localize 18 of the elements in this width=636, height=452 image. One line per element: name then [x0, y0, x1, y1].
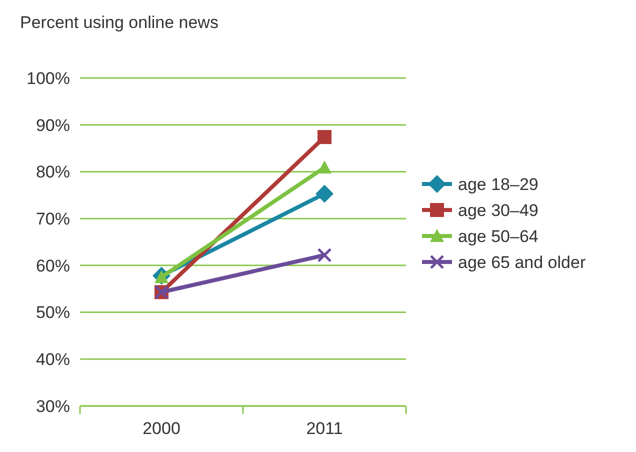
point: [317, 248, 332, 262]
y-tick-label: 100%: [26, 68, 70, 88]
legend-label: age 30–49: [458, 200, 538, 220]
y-tick-label: 90%: [36, 116, 70, 135]
legend-label: age 18–29: [458, 174, 538, 194]
y-tick-label: 80%: [36, 162, 70, 182]
y-tick-label: 30%: [36, 396, 70, 416]
y-tick-label: 50%: [36, 303, 70, 322]
x-tick-label: 2011: [306, 419, 343, 438]
y-tick-label: 60%: [36, 256, 70, 276]
y-tick-label: 40%: [36, 350, 70, 370]
x-tick-label: 2000: [142, 419, 180, 438]
point: [316, 184, 334, 203]
legend-label: age 65 and older: [458, 252, 586, 272]
point: [318, 130, 332, 144]
y-tick-label: 70%: [36, 210, 70, 229]
legend-label: age 50–64: [458, 226, 538, 246]
y-axis-title: Percent using online news: [20, 13, 218, 32]
